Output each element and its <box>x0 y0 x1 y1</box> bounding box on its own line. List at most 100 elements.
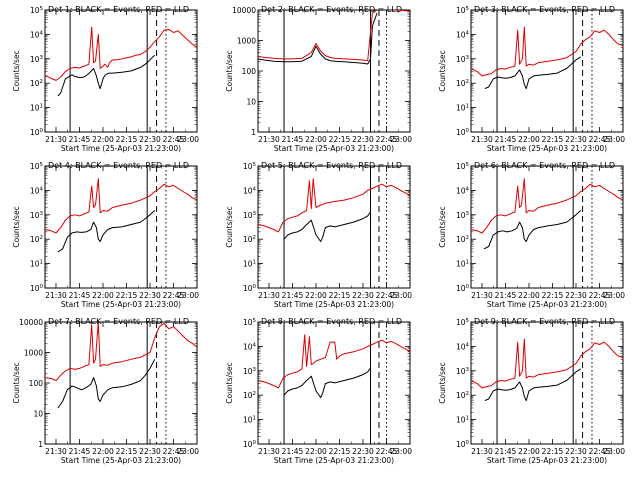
y-tick-label: 103 <box>456 367 470 376</box>
y-tick-label: 10 <box>246 98 256 107</box>
x-tick-label: 22:15 <box>116 447 138 456</box>
plot-area <box>45 322 197 444</box>
plot-area <box>258 10 410 132</box>
y-axis-label: Counts/sec <box>438 362 447 403</box>
y-tick-label: 101 <box>456 260 469 269</box>
x-tick-label: 23:00 <box>177 447 199 456</box>
y-tick-label: 104 <box>243 186 257 195</box>
x-tick-label: 22:45 <box>163 447 185 456</box>
x-tick-label: 22:45 <box>376 447 398 456</box>
y-tick-label: 105 <box>243 318 257 327</box>
x-tick-label: 22:30 <box>565 135 587 144</box>
x-tick-label: 21:30 <box>258 447 280 456</box>
x-tick-label: 22:15 <box>329 291 351 300</box>
y-tick-label: 103 <box>456 55 470 64</box>
y-tick-label: 1000 <box>24 349 43 358</box>
events-series-line <box>57 210 156 253</box>
x-tick-label: 22:00 <box>518 447 540 456</box>
x-tick-label: 23:00 <box>603 291 625 300</box>
y-tick-label: 10000 <box>19 318 43 327</box>
x-tick-label: 22:45 <box>163 291 185 300</box>
y-tick-label: 102 <box>456 79 469 88</box>
lld-series-line <box>45 26 197 81</box>
panel-det-3: Det 3: BLACK = Events, RED = LLD10010110… <box>438 5 625 153</box>
events-series-line <box>57 54 156 97</box>
x-tick-label: 23:00 <box>390 291 412 300</box>
lld-series-line <box>471 178 623 234</box>
x-tick-label: 22:00 <box>305 291 327 300</box>
y-axis-label: Counts/sec <box>438 206 447 247</box>
y-tick-label: 105 <box>30 162 44 171</box>
panel-det-7: Det 7: BLACK = Events, RED = LLD11010010… <box>12 317 199 465</box>
y-axis-label: Counts/sec <box>225 206 234 247</box>
plot-frame <box>257 165 411 289</box>
y-tick-label: 104 <box>243 342 257 351</box>
y-tick-label: 105 <box>243 162 257 171</box>
x-axis-label: Start Time (25-Apr-03 21:23:00) <box>274 300 394 309</box>
x-tick-label: 22:30 <box>352 447 374 456</box>
x-tick-label: 21:45 <box>495 135 517 144</box>
y-tick-label: 104 <box>30 30 44 39</box>
x-tick-label: 22:00 <box>518 135 540 144</box>
x-tick-label: 21:30 <box>45 291 67 300</box>
panel-det-6: Det 6: BLACK = Events, RED = LLD10010110… <box>438 161 625 309</box>
y-axis-label: Counts/sec <box>12 50 21 91</box>
y-tick-label: 102 <box>456 235 469 244</box>
lld-series-line <box>471 338 623 389</box>
x-tick-label: 22:30 <box>139 291 161 300</box>
x-tick-label: 21:30 <box>45 135 67 144</box>
x-axis-label: Start Time (25-Apr-03 21:23:00) <box>274 456 394 465</box>
x-tick-label: 23:00 <box>390 447 412 456</box>
x-tick-label: 22:30 <box>139 135 161 144</box>
x-tick-label: 22:15 <box>329 135 351 144</box>
lld-series-line <box>471 26 623 77</box>
x-tick-label: 22:15 <box>542 291 564 300</box>
x-axis-label: Start Time (25-Apr-03 21:23:00) <box>487 144 607 153</box>
x-tick-label: 22:45 <box>589 291 611 300</box>
x-tick-label: 22:30 <box>565 291 587 300</box>
y-axis-label: Counts/sec <box>225 50 234 91</box>
x-tick-label: 22:45 <box>589 447 611 456</box>
x-tick-label: 23:00 <box>390 135 412 144</box>
x-tick-label: 22:15 <box>542 447 564 456</box>
panel-det-8: Det 8: BLACK = Events, RED = LLD10010110… <box>225 317 412 465</box>
panel-det-9: Det 9: BLACK = Events, RED = LLD10010110… <box>438 317 625 465</box>
x-tick-label: 22:30 <box>565 447 587 456</box>
events-series-line <box>483 210 582 250</box>
x-tick-label: 22:00 <box>92 447 114 456</box>
x-tick-label: 21:45 <box>282 135 304 144</box>
x-tick-label: 22:15 <box>116 135 138 144</box>
panel-det-1: Det 1: BLACK = Events, RED = LLD10010110… <box>12 5 199 153</box>
x-tick-label: 23:00 <box>603 447 625 456</box>
y-tick-label: 102 <box>456 391 469 400</box>
x-axis-label: Start Time (25-Apr-03 21:23:00) <box>274 144 394 153</box>
x-tick-label: 22:30 <box>352 291 374 300</box>
y-tick-label: 103 <box>456 211 470 220</box>
x-axis-label: Start Time (25-Apr-03 21:23:00) <box>487 300 607 309</box>
y-tick-label: 101 <box>456 416 469 425</box>
y-tick-label: 105 <box>30 6 44 15</box>
x-tick-label: 21:45 <box>69 447 91 456</box>
y-tick-label: 1 <box>38 440 43 449</box>
y-tick-label: 1000 <box>237 37 256 46</box>
y-axis-label: Counts/sec <box>225 362 234 403</box>
y-tick-label: 103 <box>30 55 44 64</box>
y-tick-label: 104 <box>456 342 470 351</box>
lld-series-line <box>45 322 197 382</box>
plot-frame <box>470 165 624 289</box>
panel-det-5: Det 5: BLACK = Events, RED = LLD10010110… <box>225 161 412 309</box>
panel-det-4: Det 4: BLACK = Events, RED = LLD10010110… <box>12 161 199 309</box>
x-tick-label: 21:45 <box>282 447 304 456</box>
y-tick-label: 101 <box>243 260 256 269</box>
y-tick-label: 102 <box>30 79 43 88</box>
x-tick-label: 21:45 <box>495 291 517 300</box>
plot-area <box>258 322 410 444</box>
events-series-line <box>283 367 371 399</box>
plot-frame <box>44 165 198 289</box>
y-tick-label: 103 <box>30 211 44 220</box>
y-tick-label: 102 <box>243 391 256 400</box>
y-axis-label: Counts/sec <box>12 362 21 403</box>
events-series-line <box>484 56 581 90</box>
x-axis-label: Start Time (25-Apr-03 21:23:00) <box>61 300 181 309</box>
